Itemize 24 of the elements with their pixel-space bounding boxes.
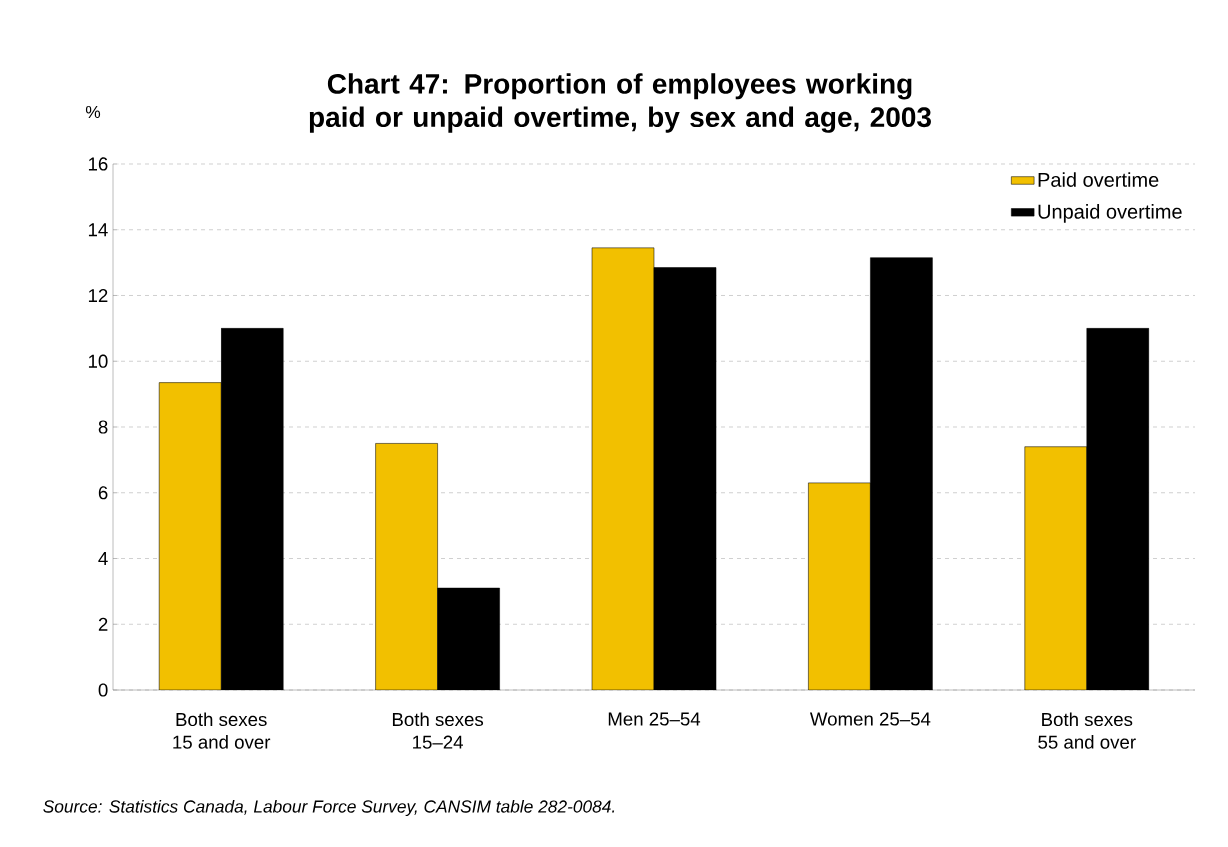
y-tick-label: 6	[98, 486, 108, 500]
chart-title: Chart 47: Proportion of employees working paid or unpaid overtime, by sex and age, 2003	[309, 73, 931, 133]
bar	[808, 482, 871, 690]
bar	[375, 443, 438, 690]
x-tick-label: Both sexes 15 and over	[173, 712, 271, 749]
x-tick-label: Women 25–54	[809, 712, 931, 726]
y-tick-label: 2	[98, 617, 108, 631]
y-tick-label: 10	[88, 354, 108, 368]
bar	[158, 382, 222, 690]
x-tick-label: Both sexes 55 and over	[1038, 712, 1136, 749]
y-axis-title: %	[85, 105, 101, 119]
text: Source: Statistics Canada, Labour Force Survey, CANSIM table 282-0084.	[43, 799, 615, 817]
y-tick-label: 8	[98, 420, 108, 434]
y-tick-label: 14	[88, 223, 108, 237]
legend-label: Unpaid overtime	[1038, 204, 1182, 223]
y-tick-label: 16	[88, 157, 108, 171]
x-tick-label: Men 25–54	[608, 712, 701, 726]
y-tick-label: 12	[88, 288, 108, 303]
x-tick-label: Both sexes 15–24	[392, 712, 484, 749]
legend-label: Paid overtime	[1038, 172, 1159, 187]
bar	[591, 247, 655, 690]
y-tick-label: 0	[98, 683, 108, 697]
y-tick-label: 4	[98, 552, 108, 565]
bar	[1024, 446, 1088, 690]
